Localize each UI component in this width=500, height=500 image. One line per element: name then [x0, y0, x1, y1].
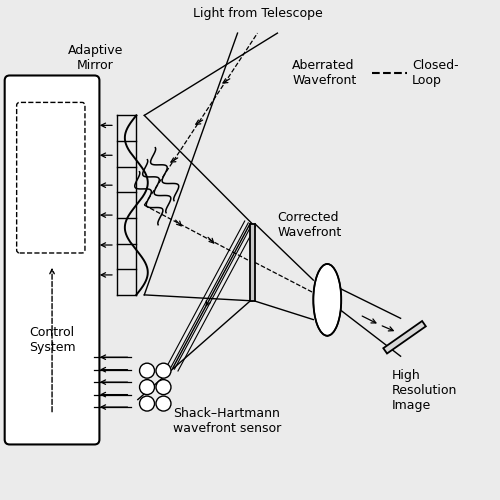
Circle shape	[140, 396, 154, 411]
Text: Closed-
Loop: Closed- Loop	[412, 59, 459, 87]
Text: Control
System: Control System	[28, 326, 76, 354]
Text: Aberrated
Wavefront: Aberrated Wavefront	[292, 59, 356, 87]
Circle shape	[140, 380, 154, 394]
Bar	[250, 224, 255, 301]
FancyBboxPatch shape	[4, 76, 100, 444]
Circle shape	[156, 380, 171, 394]
Circle shape	[140, 363, 154, 378]
Text: Adaptive
Mirror: Adaptive Mirror	[68, 44, 123, 72]
Text: Light from Telescope: Light from Telescope	[192, 6, 322, 20]
Circle shape	[156, 363, 171, 378]
Text: Shack–Hartmann
wavefront sensor: Shack–Hartmann wavefront sensor	[172, 407, 281, 435]
Circle shape	[156, 396, 171, 411]
Ellipse shape	[314, 264, 341, 336]
Text: High
Resolution
Image: High Resolution Image	[392, 368, 458, 412]
Text: Corrected
Wavefront: Corrected Wavefront	[278, 211, 342, 239]
Polygon shape	[384, 321, 426, 354]
